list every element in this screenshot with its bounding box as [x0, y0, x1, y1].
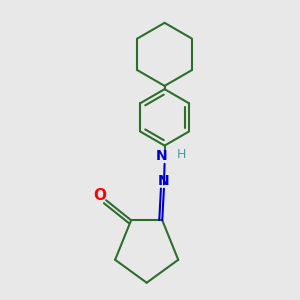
- Text: N: N: [158, 174, 170, 188]
- Text: H: H: [177, 148, 187, 161]
- Text: O: O: [94, 188, 107, 203]
- Text: N: N: [156, 149, 168, 163]
